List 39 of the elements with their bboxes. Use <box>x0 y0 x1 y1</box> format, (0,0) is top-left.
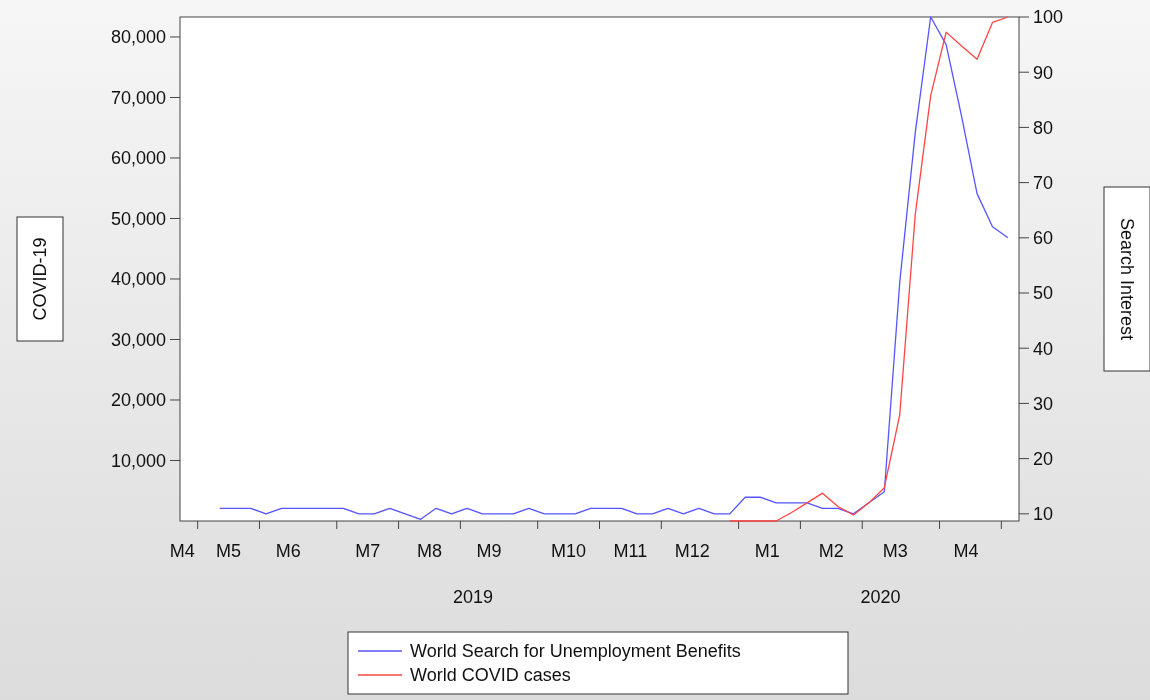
y2-tick-label: 70 <box>1033 172 1054 193</box>
y-tick-label: 40,000 <box>110 269 166 290</box>
text: 2020 <box>860 587 901 607</box>
x-tick-label: M2 <box>818 541 844 561</box>
y2-tick-label: 20 <box>1033 448 1054 469</box>
x-tick-label: M4 <box>169 541 195 561</box>
y-tick-label: 50,000 <box>110 208 166 229</box>
y-tick-label: 30,000 <box>110 329 166 350</box>
x-tick-label: M12 <box>674 541 710 561</box>
y-tick-label: 80,000 <box>110 27 166 48</box>
line-series <box>219 16 1009 520</box>
y2-tick-label: 50 <box>1033 283 1054 304</box>
legend-label: World Search for Unemployment Benefits <box>410 641 741 662</box>
text: 2019 <box>452 587 493 607</box>
y2-tick-label: 90 <box>1033 62 1054 83</box>
x-tick-label: M1 <box>754 541 780 561</box>
y2-axis-title: Search Interest <box>1116 217 1137 341</box>
y2-tick-label: 60 <box>1033 228 1054 249</box>
x-tick-label: M10 <box>551 541 587 561</box>
x-tick-label: M8 <box>416 541 442 561</box>
y2-tick-label: 10 <box>1033 504 1054 525</box>
x-tick-label: M5 <box>216 541 242 561</box>
line-series <box>729 16 1009 522</box>
x-tick-label: M7 <box>355 541 381 561</box>
y-tick-label: 60,000 <box>110 148 166 169</box>
y2-tick-label: 40 <box>1033 338 1054 359</box>
y2-tick-label: 30 <box>1033 393 1054 414</box>
y-tick-label: 70,000 <box>110 87 166 108</box>
x-tick-label: M3 <box>882 541 908 561</box>
x-tick-label: M11 <box>613 541 648 561</box>
x-tick-label: M4 <box>953 541 979 561</box>
y-axis-title: COVID-19 <box>30 237 51 321</box>
x-tick-label: M6 <box>275 541 301 561</box>
y2-tick-label: 100 <box>1033 7 1064 28</box>
y2-tick-label: 80 <box>1033 117 1054 138</box>
x-tick-label: M9 <box>476 541 502 561</box>
y-tick-label: 20,000 <box>110 390 166 411</box>
y-tick-label: 10,000 <box>110 450 166 471</box>
legend-label: World COVID cases <box>410 665 571 686</box>
